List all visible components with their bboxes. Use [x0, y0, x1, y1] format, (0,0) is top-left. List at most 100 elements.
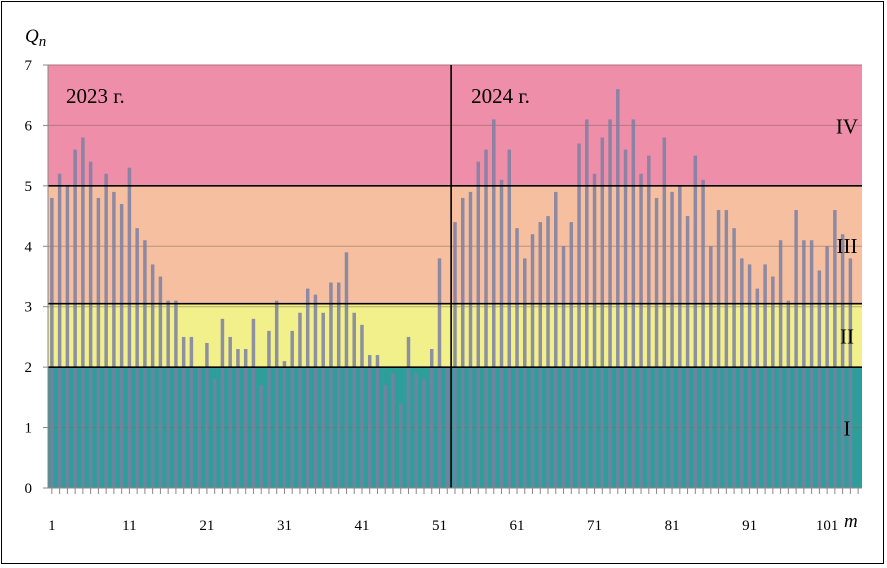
- bar: [290, 330, 294, 488]
- y-tick-label: 3: [25, 300, 33, 316]
- x-tick-label: 61: [510, 518, 525, 534]
- bar: [523, 258, 527, 488]
- bar: [840, 234, 845, 488]
- bar: [391, 373, 395, 488]
- bar: [654, 197, 659, 488]
- bar: [623, 149, 628, 488]
- bar: [298, 312, 302, 488]
- bar: [367, 355, 372, 488]
- y-tick-label: 1: [25, 421, 33, 437]
- y-tick-label: 4: [25, 239, 33, 255]
- bar: [375, 355, 380, 488]
- bar: [794, 210, 798, 488]
- bar: [763, 264, 767, 488]
- bar: [771, 276, 775, 488]
- bar: [530, 234, 535, 488]
- bar: [329, 282, 333, 488]
- bar: [251, 318, 256, 488]
- bar: [81, 137, 85, 488]
- bar: [724, 210, 729, 488]
- bar: [647, 155, 651, 488]
- bar: [65, 185, 70, 488]
- bar: [592, 173, 597, 488]
- bar: [422, 379, 426, 488]
- bar: [755, 288, 760, 488]
- bar: [282, 361, 287, 488]
- bar: [678, 185, 682, 488]
- bar: [701, 179, 705, 489]
- bar: [437, 258, 442, 488]
- bar: [189, 336, 194, 488]
- bar: [778, 240, 783, 488]
- x-tick-label: 71: [587, 518, 602, 534]
- bar: [205, 342, 209, 488]
- bar: [693, 155, 698, 488]
- zone-label-III: III: [837, 234, 858, 258]
- bar: [515, 228, 519, 488]
- bar: [352, 312, 356, 488]
- y-axis: 0 1 2 3 4 5 6 7: [25, 58, 49, 497]
- bar: [484, 149, 488, 488]
- bar: [461, 197, 465, 488]
- bar: [228, 336, 232, 488]
- bar: [267, 330, 271, 488]
- bar: [445, 367, 449, 488]
- bar: [50, 197, 54, 488]
- bar: [554, 191, 558, 488]
- bar: [670, 191, 674, 488]
- bar: [732, 228, 736, 488]
- bar: [740, 258, 744, 488]
- y-axis-title: Qn: [25, 26, 46, 50]
- bar: [150, 264, 155, 488]
- year-label: 2024 г.: [471, 84, 530, 108]
- x-tick-label: 31: [277, 518, 292, 534]
- bar: [274, 300, 279, 488]
- zone-label-IV: IV: [836, 114, 858, 138]
- bar: [143, 240, 147, 488]
- bar: [747, 264, 752, 488]
- y-tick-label: 5: [25, 179, 33, 195]
- bar: [119, 203, 124, 488]
- bar: [88, 161, 93, 488]
- y-tick-label: 2: [25, 360, 33, 376]
- bar: [453, 222, 457, 488]
- bar: [817, 270, 822, 488]
- bars: [50, 89, 853, 489]
- bar: [616, 89, 620, 489]
- x-axis: 1 11 21 31 41 51 61 71 81 91 101: [48, 487, 862, 534]
- bar: [383, 385, 387, 488]
- y-axis-title-subscript: n: [39, 34, 47, 50]
- x-tick-label: 91: [742, 518, 757, 534]
- bar: [848, 258, 853, 488]
- bar: [577, 143, 581, 489]
- bar: [305, 288, 310, 488]
- bar: [786, 300, 791, 488]
- bar: [259, 385, 263, 488]
- y-tick-label: 6: [25, 118, 33, 134]
- bar: [344, 252, 349, 488]
- zone-label-I: I: [844, 417, 851, 441]
- bar: [833, 210, 837, 488]
- bar: [600, 137, 605, 488]
- bar: [406, 336, 411, 488]
- bar: [360, 324, 364, 488]
- bar: [639, 173, 643, 488]
- bar: [220, 318, 225, 488]
- bar: [802, 240, 806, 488]
- x-tick-label: 41: [354, 518, 369, 534]
- x-tick-label: 1: [48, 518, 56, 534]
- bar: [538, 222, 543, 488]
- bar: [336, 282, 341, 488]
- bar: [809, 240, 814, 488]
- zone-label-II: II: [840, 324, 854, 348]
- x-tick-label: 11: [122, 518, 136, 534]
- bar: [236, 349, 240, 488]
- bar: [127, 167, 132, 488]
- x-axis-title: m: [844, 511, 858, 532]
- bar: [73, 149, 77, 488]
- bar: [414, 373, 418, 488]
- bar: [569, 222, 574, 488]
- bar: [212, 379, 217, 488]
- bar: [546, 216, 550, 489]
